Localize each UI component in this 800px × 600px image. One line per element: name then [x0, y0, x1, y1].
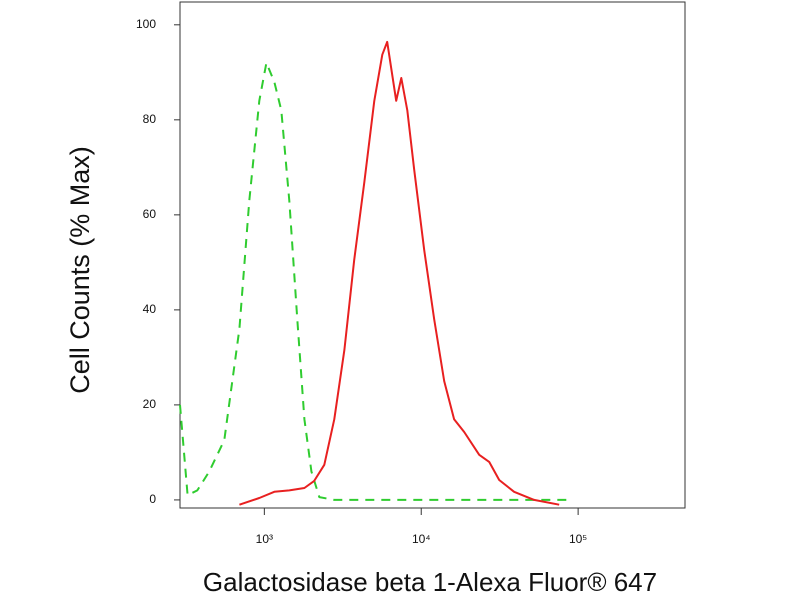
x-axis-label: Galactosidase beta 1-Alexa Fluor® 647 [203, 567, 657, 597]
series-line [179, 61, 569, 501]
y-tick-label: 0 [149, 492, 156, 506]
x-tick-label: 10³ [256, 532, 273, 546]
x-tick-label: 10⁴ [412, 532, 431, 546]
series-line [239, 40, 560, 506]
y-tick-label: 60 [143, 207, 157, 221]
y-tick-label: 40 [143, 302, 157, 316]
y-tick-label: 100 [136, 17, 156, 31]
x-tick-label: 10⁵ [569, 532, 587, 546]
y-tick-label: 80 [143, 112, 157, 126]
plot-frame [179, 1, 686, 509]
y-tick-label: 20 [143, 397, 157, 411]
y-axis-label: Cell Counts (% Max) [65, 146, 95, 394]
